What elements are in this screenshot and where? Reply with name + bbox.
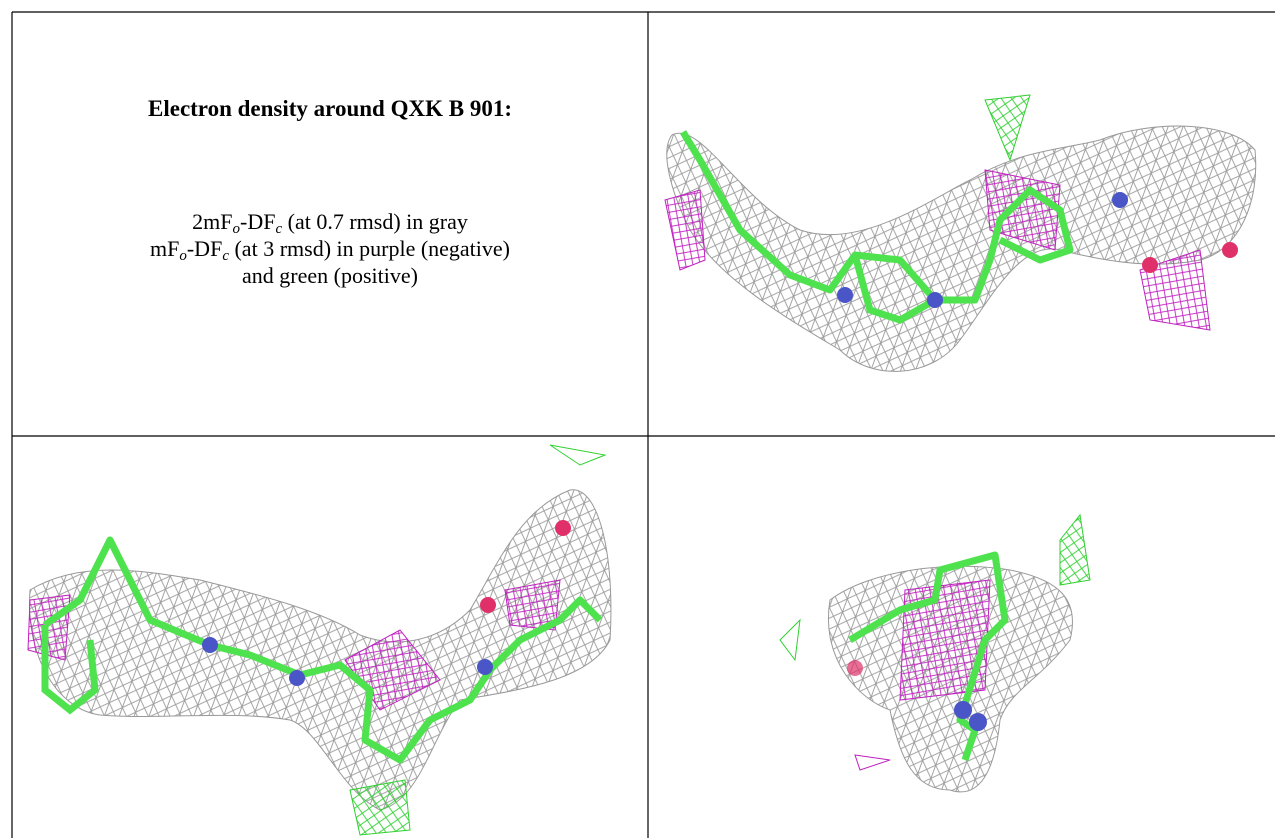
caption-text: (at 3 rmsd) in purple (negative) xyxy=(229,236,510,261)
density-view-2 xyxy=(28,445,611,835)
page: {"header": {"title": "Electron density a… xyxy=(0,0,1275,838)
caption-line: mFo-DFc (at 3 rmsd) in purple (negative) xyxy=(12,235,648,262)
caption-line: 2mFo-DFc (at 0.7 rmsd) in gray xyxy=(12,208,648,235)
caption-text: and green (positive) xyxy=(242,263,418,288)
figure-grid xyxy=(0,0,1275,838)
caption-text: -DF xyxy=(240,209,275,234)
caption-line: and green (positive) xyxy=(12,262,648,289)
caption-text: -DF xyxy=(187,236,222,261)
caption-text: 2mF xyxy=(192,209,232,234)
figure-title: Electron density around QXK B 901: xyxy=(12,96,648,122)
caption-text: mF xyxy=(150,236,179,261)
subscript: c xyxy=(222,248,229,264)
density-view-3 xyxy=(780,515,1090,792)
subscript: o xyxy=(179,248,187,264)
caption-text: (at 0.7 rmsd) in gray xyxy=(282,209,468,234)
density-view-1 xyxy=(665,95,1256,371)
